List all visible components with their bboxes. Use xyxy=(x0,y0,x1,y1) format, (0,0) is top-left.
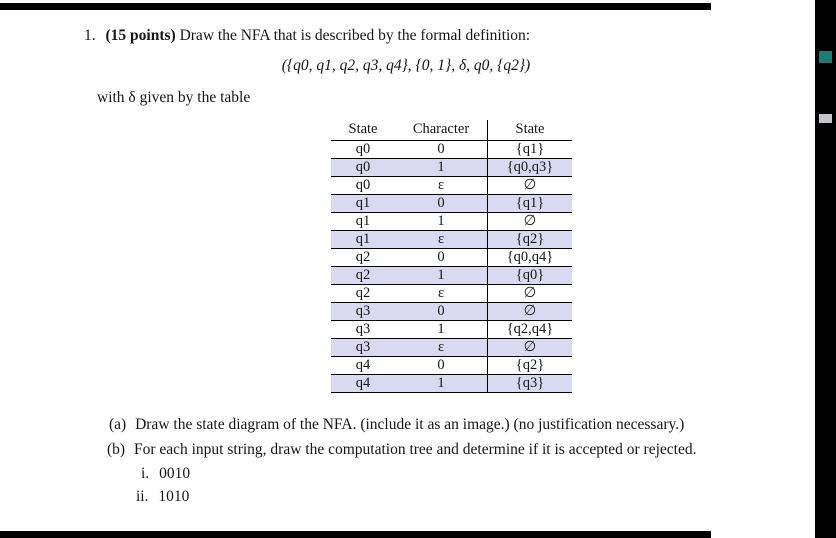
cell-state: q3 xyxy=(331,302,395,321)
column-header-state: State xyxy=(331,120,395,141)
cell-state: q1 xyxy=(331,194,395,213)
cell-character: ε xyxy=(395,284,488,303)
table-row: q0 ε ∅ xyxy=(331,176,572,195)
problem-intro-text: Draw the NFA that is described by the fo… xyxy=(179,27,531,44)
cell-state: q1 xyxy=(331,212,395,231)
cell-character: 1 xyxy=(395,212,488,231)
cell-character: ε xyxy=(395,176,488,195)
cell-result: ∅ xyxy=(487,176,572,195)
cell-result: ∅ xyxy=(487,212,572,231)
table-row: q3 ε ∅ xyxy=(331,338,572,357)
table-row: q0 0 {q1} xyxy=(331,140,572,159)
cell-character: 1 xyxy=(395,320,488,339)
column-header-character: Character xyxy=(395,120,488,141)
column-header-result-state: State xyxy=(487,120,572,141)
table-row: q1 ε {q2} xyxy=(331,230,572,249)
subitem-ii: ii. 1010 xyxy=(136,488,189,506)
cell-character: 1 xyxy=(395,158,488,177)
table-row: q3 1 {q2,q4} xyxy=(331,320,572,339)
part-a-label: (a) xyxy=(109,416,127,433)
cell-result: {q1} xyxy=(487,194,572,213)
table-row: q2 0 {q0,q4} xyxy=(331,248,572,267)
table-row: q4 1 {q3} xyxy=(331,374,572,393)
cell-state: q3 xyxy=(331,320,395,339)
table-header-row: State Character State xyxy=(331,120,572,141)
cell-state: q0 xyxy=(331,158,395,177)
table-row: q1 0 {q1} xyxy=(331,194,572,213)
cell-state: q2 xyxy=(331,248,395,267)
cell-state: q2 xyxy=(331,266,395,285)
cell-result: {q2,q4} xyxy=(487,320,572,339)
scrollbar-marker xyxy=(819,114,832,123)
table-row: q4 0 {q2} xyxy=(331,356,572,375)
cell-character: 1 xyxy=(395,266,488,285)
cell-state: q4 xyxy=(331,356,395,375)
table-row: q0 1 {q0,q3} xyxy=(331,158,572,177)
scrollbar-thumb[interactable] xyxy=(819,51,832,63)
problem-number: 1. xyxy=(84,27,96,44)
points-label: (15 points) xyxy=(105,27,176,44)
subitem-i-label: i. xyxy=(141,465,150,482)
delta-transition-table: State Character State q0 0 {q1} q0 1 {q0… xyxy=(331,120,572,393)
cell-result: {q0} xyxy=(487,266,572,285)
cell-state: q2 xyxy=(331,284,395,303)
cell-result: {q3} xyxy=(487,374,572,393)
cell-result: ∅ xyxy=(487,284,572,303)
cell-character: ε xyxy=(395,338,488,357)
table-caption: with δ given by the table xyxy=(97,89,251,106)
cell-character: 0 xyxy=(395,140,488,159)
cell-character: 0 xyxy=(395,302,488,321)
table-row: q1 1 ∅ xyxy=(331,212,572,231)
part-a-text: Draw the state diagram of the NFA. (incl… xyxy=(135,416,685,433)
cell-result: {q0,q4} xyxy=(487,248,572,267)
bottom-horizontal-rule xyxy=(0,531,711,538)
cell-character: 1 xyxy=(395,374,488,393)
cell-character: 0 xyxy=(395,194,488,213)
cell-state: q3 xyxy=(331,338,395,357)
cell-character: 0 xyxy=(395,356,488,375)
table-row: q2 ε ∅ xyxy=(331,284,572,303)
cell-character: ε xyxy=(395,230,488,249)
table-row: q3 0 ∅ xyxy=(331,302,572,321)
cell-result: {q2} xyxy=(487,230,572,249)
problem-statement: 1. (15 points) Draw the NFA that is desc… xyxy=(84,27,530,45)
cell-result: ∅ xyxy=(487,302,572,321)
part-b: (b) For each input string, draw the comp… xyxy=(107,441,696,459)
scrollbar-track[interactable] xyxy=(815,0,836,538)
cell-character: 0 xyxy=(395,248,488,267)
top-horizontal-rule xyxy=(0,3,711,10)
nfa-formal-definition: ({q0, q1, q2, q3, q4}, {0, 1}, δ, q0, {q… xyxy=(281,57,531,74)
subitem-ii-label: ii. xyxy=(136,488,149,505)
cell-state: q0 xyxy=(331,176,395,195)
subitem-i: i. 0010 xyxy=(141,465,190,483)
part-b-label: (b) xyxy=(107,441,126,458)
cell-result: {q0,q3} xyxy=(487,158,572,177)
cell-state: q1 xyxy=(331,230,395,249)
cell-state: q4 xyxy=(331,374,395,393)
subitem-i-value: 0010 xyxy=(159,465,191,482)
cell-result: ∅ xyxy=(487,338,572,357)
part-b-text: For each input string, draw the computat… xyxy=(133,441,697,458)
subitem-ii-value: 1010 xyxy=(158,488,190,505)
cell-result: {q2} xyxy=(487,356,572,375)
cell-state: q0 xyxy=(331,140,395,159)
table-row: q2 1 {q0} xyxy=(331,266,572,285)
part-a: (a) Draw the state diagram of the NFA. (… xyxy=(109,416,684,434)
cell-result: {q1} xyxy=(487,140,572,159)
